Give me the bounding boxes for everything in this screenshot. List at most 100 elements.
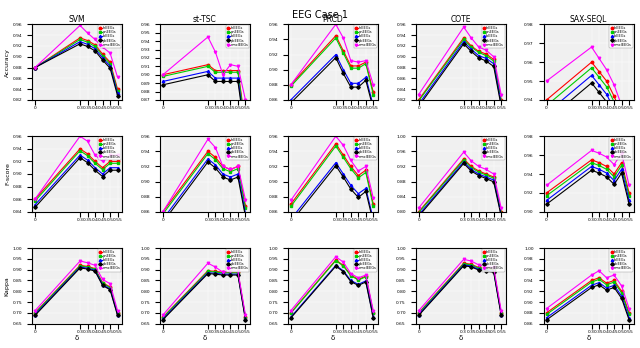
pbEEGs: [347, 279, 355, 284]
pbEEGs: [332, 56, 340, 60]
mnclEEGs: [588, 148, 595, 152]
Line: lbEEGs: lbEEGs: [417, 40, 502, 105]
lbEEGs: [159, 79, 167, 84]
pnEEGs: [114, 161, 122, 165]
Line: lbEEGs: lbEEGs: [34, 266, 119, 316]
pbEEGs: [611, 285, 618, 290]
Title: COTE: COTE: [451, 15, 471, 24]
lbEEGs: [219, 272, 227, 276]
mnclEEGs: [475, 45, 483, 49]
mnclEEGs: [242, 313, 250, 317]
lbEEGs: [460, 263, 468, 267]
pnEEGs: [618, 164, 625, 168]
lnEEGs: [159, 73, 167, 77]
mnclEEGs: [227, 63, 234, 67]
lnEEGs: [611, 94, 618, 98]
pbEEGs: [595, 283, 603, 287]
lbEEGs: [106, 166, 114, 170]
lbEEGs: [355, 282, 362, 286]
Line: pnEEGs: pnEEGs: [289, 145, 374, 208]
pnEEGs: [595, 277, 603, 282]
lbEEGs: [92, 166, 99, 170]
pbEEGs: [234, 175, 242, 179]
pnEEGs: [483, 173, 490, 177]
pnEEGs: [212, 70, 220, 74]
mnclEEGs: [362, 273, 370, 277]
lbEEGs: [227, 272, 234, 276]
pbEEGs: [625, 202, 633, 206]
lbEEGs: [114, 166, 122, 170]
pnEEGs: [76, 264, 84, 268]
lnEEGs: [588, 278, 595, 283]
mnclEEGs: [234, 269, 242, 274]
Line: pbEEGs: pbEEGs: [34, 42, 119, 97]
lbEEGs: [415, 102, 422, 106]
mnclEEGs: [490, 55, 497, 59]
Line: pbEEGs: pbEEGs: [162, 73, 246, 137]
Line: lnEEGs: lnEEGs: [162, 150, 246, 213]
lnEEGs: [242, 315, 250, 319]
pnEEGs: [497, 211, 505, 215]
pnEEGs: [611, 175, 618, 179]
mnclEEGs: [287, 309, 294, 313]
Line: lnEEGs: lnEEGs: [34, 37, 119, 90]
X-axis label: δ: δ: [459, 335, 463, 341]
pbEEGs: [369, 220, 377, 224]
pbEEGs: [362, 78, 370, 82]
pnEEGs: [106, 285, 114, 290]
pnEEGs: [287, 311, 294, 315]
pnEEGs: [92, 45, 99, 49]
Line: pbEEGs: pbEEGs: [545, 284, 630, 321]
Line: pbEEGs: pbEEGs: [417, 162, 502, 218]
lbEEGs: [543, 111, 550, 115]
mnclEEGs: [106, 282, 114, 286]
pbEEGs: [460, 161, 468, 166]
lnEEGs: [332, 142, 340, 146]
pnEEGs: [227, 70, 234, 74]
Line: lbEEGs: lbEEGs: [162, 158, 246, 221]
pnEEGs: [362, 62, 370, 66]
X-axis label: δ: δ: [586, 335, 591, 341]
pnEEGs: [355, 66, 362, 70]
pbEEGs: [287, 101, 294, 105]
pbEEGs: [490, 64, 497, 69]
mnclEEGs: [242, 98, 250, 102]
pnEEGs: [31, 65, 39, 70]
mnclEEGs: [212, 265, 220, 269]
pnEEGs: [588, 160, 595, 165]
lbEEGs: [227, 175, 234, 179]
lnEEGs: [287, 83, 294, 87]
Title: SVM: SVM: [68, 15, 85, 24]
mnclEEGs: [114, 309, 122, 313]
pnEEGs: [339, 51, 347, 55]
lnEEGs: [106, 60, 114, 64]
Line: pnEEGs: pnEEGs: [545, 161, 630, 197]
lnEEGs: [84, 264, 92, 269]
mnclEEGs: [475, 263, 483, 267]
Line: lnEEGs: lnEEGs: [545, 159, 630, 194]
pbEEGs: [114, 94, 122, 98]
pbEEGs: [543, 318, 550, 322]
lbEEGs: [76, 40, 84, 44]
lnEEGs: [219, 69, 227, 73]
pbEEGs: [114, 313, 122, 317]
pbEEGs: [106, 168, 114, 172]
lnEEGs: [204, 149, 212, 153]
lbEEGs: [362, 279, 370, 283]
mnclEEGs: [84, 139, 92, 143]
lbEEGs: [242, 317, 250, 321]
pbEEGs: [618, 171, 625, 175]
lbEEGs: [497, 313, 505, 317]
pbEEGs: [287, 316, 294, 320]
lbEEGs: [204, 157, 212, 161]
lbEEGs: [618, 294, 625, 298]
Line: mnclEEGs: mnclEEGs: [289, 23, 374, 86]
lnEEGs: [212, 155, 220, 159]
mnclEEGs: [332, 134, 340, 138]
pbEEGs: [234, 273, 242, 277]
pbEEGs: [618, 136, 625, 140]
mnclEEGs: [99, 277, 106, 282]
Y-axis label: Accuracy: Accuracy: [5, 48, 10, 77]
X-axis label: δ: δ: [331, 335, 335, 341]
pnEEGs: [234, 167, 242, 171]
